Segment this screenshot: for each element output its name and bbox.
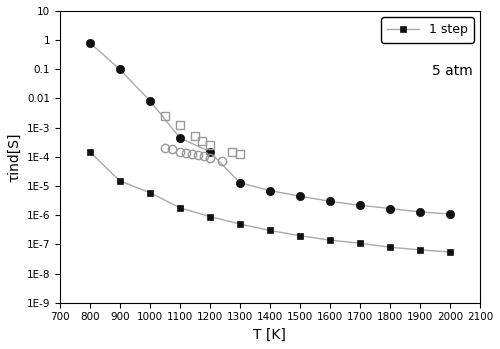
1 step — [237, 222, 243, 226]
1 step — [357, 241, 363, 245]
1 step — [387, 245, 393, 249]
Line: 1 step: 1 step — [86, 148, 454, 255]
Legend: 1 step: 1 step — [381, 17, 474, 43]
1 step — [297, 233, 303, 238]
1 step — [417, 248, 423, 252]
X-axis label: T [K]: T [K] — [254, 328, 286, 342]
1 step — [147, 191, 153, 195]
1 step — [117, 179, 123, 183]
1 step — [86, 150, 92, 154]
Text: 5 atm: 5 atm — [432, 64, 473, 78]
1 step — [447, 250, 453, 254]
1 step — [327, 238, 333, 242]
1 step — [207, 215, 213, 219]
1 step — [177, 206, 183, 210]
1 step — [267, 228, 273, 232]
Y-axis label: τind[S]: τind[S] — [7, 132, 21, 181]
